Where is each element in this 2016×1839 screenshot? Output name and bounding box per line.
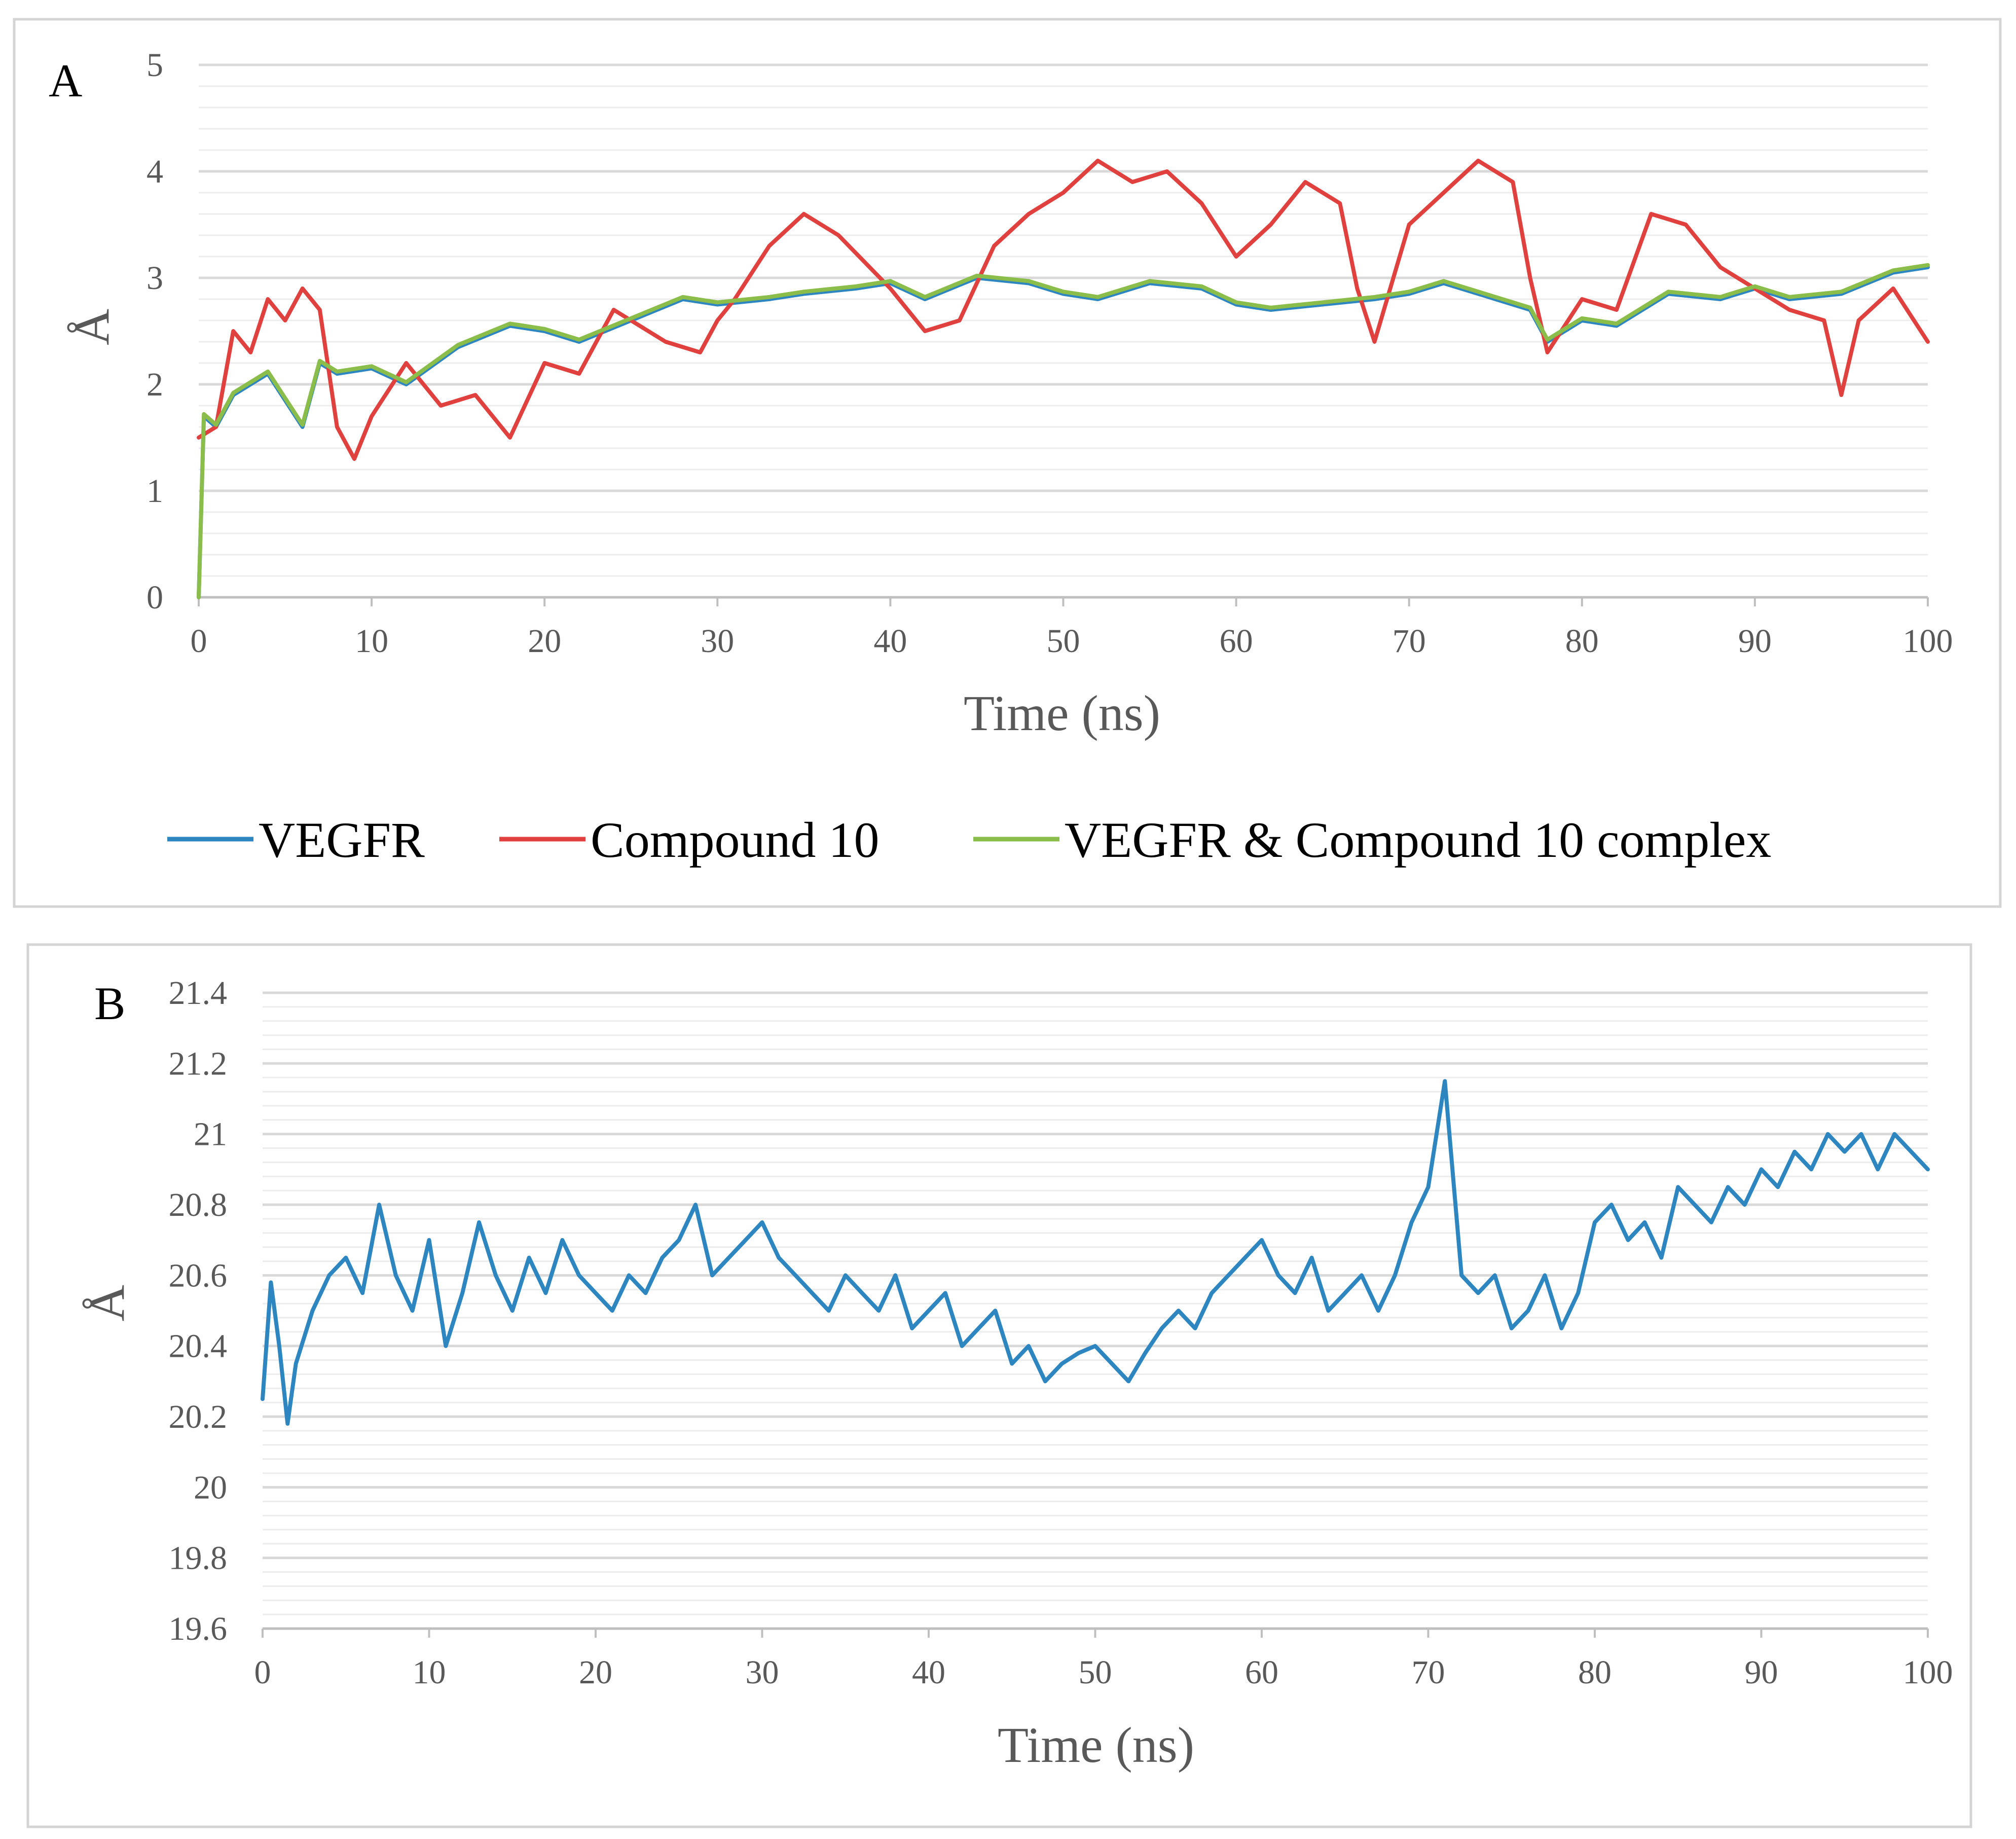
y-tick-label-a: 3 (146, 260, 163, 297)
y-tick-label-b: 19.6 (169, 1610, 228, 1647)
x-tick-label-a: 0 (191, 623, 207, 660)
y-tick-label-a: 0 (146, 579, 163, 616)
x-tick-label-a: 10 (355, 623, 388, 660)
y-tick-label-b: 21.2 (169, 1045, 228, 1082)
panel-label-b: B (94, 978, 125, 1029)
plot-area-b: 19.6 19.8 20 20.2 20.4 20.6 20.8 21 21.2 21.4 0 10 2… (169, 975, 1953, 1691)
series-line-compound-10-a (197, 159, 1930, 461)
x-tick-label-b: 0 (254, 1654, 271, 1691)
y-tick-label-b: 20.8 (169, 1186, 228, 1223)
y-tick-label-a: 1 (146, 473, 163, 510)
y-tick-label-b: 20.6 (169, 1257, 228, 1294)
y-tick-label-a: 4 (146, 153, 163, 190)
x-tick-label-b: 80 (1578, 1654, 1611, 1691)
legend-label-complex: VEGFR & Compound 10 complex (1065, 812, 1771, 868)
y-tick-label-a: 2 (146, 366, 163, 403)
x-tick-label-b: 70 (1412, 1654, 1445, 1691)
y-tick-label-b: 19.8 (169, 1540, 228, 1577)
y-tick-label-a: 5 (146, 47, 163, 84)
x-tick-label-a: 30 (701, 623, 734, 660)
x-tick-label-b: 90 (1745, 1654, 1778, 1691)
y-tick-label-b: 21.4 (169, 975, 228, 1012)
x-tick-label-b: 40 (912, 1654, 945, 1691)
y-tick-label-b: 20 (194, 1469, 227, 1506)
x-tick-label-a: 40 (873, 623, 907, 660)
x-tick-label-b: 100 (1903, 1654, 1953, 1691)
x-tick-label-b: 10 (413, 1654, 446, 1691)
x-tick-label-b: 50 (1079, 1654, 1112, 1691)
y-axis-title-a: Å (63, 309, 120, 345)
panel-label-a: A (49, 55, 82, 106)
y-tick-label-b: 20.4 (169, 1328, 228, 1365)
x-tick-label-a: 90 (1738, 623, 1772, 660)
x-tick-label-a: 60 (1220, 623, 1253, 660)
x-tick-label-a: 100 (1903, 623, 1953, 660)
series-line-vegfr-compound-10-complex-a (197, 263, 1930, 599)
x-tick-label-a: 80 (1565, 623, 1599, 660)
y-tick-label-b: 21 (194, 1116, 227, 1153)
y-tick-label-b: 20.2 (169, 1398, 228, 1435)
legend-a: VEGFR Compound 10 VEGFR & Compound 10 co… (167, 812, 1771, 868)
x-tick-label-a: 50 (1047, 623, 1080, 660)
x-tick-label-b: 20 (579, 1654, 612, 1691)
x-tick-label-a: 70 (1392, 623, 1426, 660)
x-axis-title-b: Time (ns) (998, 1717, 1194, 1773)
x-tick-label-b: 60 (1245, 1654, 1278, 1691)
legend-label-vegfr: VEGFR (259, 812, 425, 868)
y-axis-title-b: Å (79, 1285, 135, 1321)
x-axis-title-a: Time (ns) (964, 685, 1160, 741)
series-line-vegfr-b (261, 1079, 1930, 1426)
x-tick-label-b: 30 (746, 1654, 779, 1691)
panel-frame-a (13, 18, 2002, 908)
legend-label-compound-10: Compound 10 (591, 812, 879, 868)
x-tick-label-a: 20 (528, 623, 561, 660)
